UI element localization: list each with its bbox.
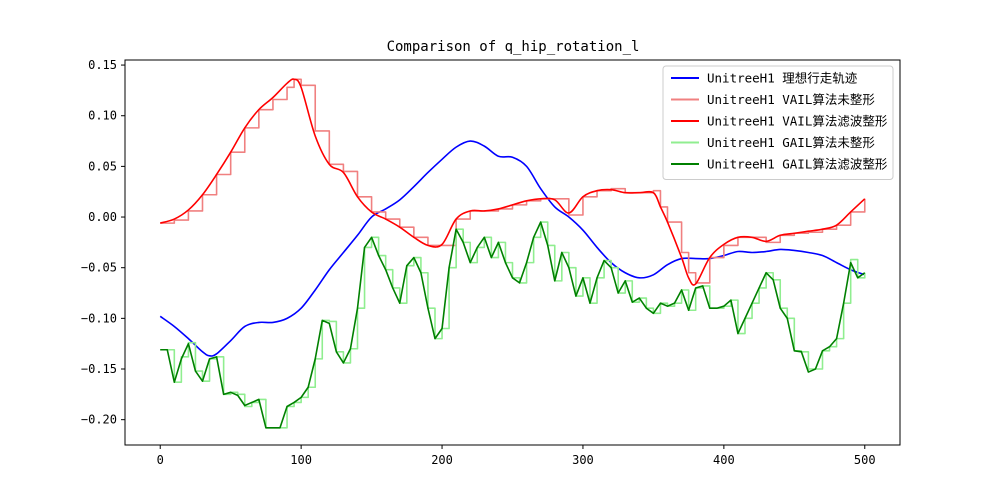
legend-label-3: UnitreeH1 VAIL算法滤波整形 [707, 114, 888, 129]
legend-label-1: UnitreeH1 理想行走轨迹 [707, 71, 858, 86]
legend-box [662, 65, 894, 180]
y-tick-label: −0.15 [81, 362, 117, 376]
y-tick-label: −0.05 [81, 261, 117, 275]
legend-label-5: UnitreeH1 GAIL算法滤波整形 [707, 157, 888, 172]
x-tick-label: 100 [290, 453, 312, 467]
legend: UnitreeH1 理想行走轨迹 UnitreeH1 VAIL算法未整形 Unitr… [662, 65, 894, 180]
x-axis: 0 100 200 300 400 500 [157, 445, 876, 467]
y-tick-label: 0.10 [88, 109, 117, 123]
x-tick-label: 300 [572, 453, 594, 467]
x-tick-label: 0 [157, 453, 164, 467]
y-tick-label: 0.00 [88, 210, 117, 224]
y-tick-label: −0.20 [81, 413, 117, 427]
y-tick-label: 0.05 [88, 159, 117, 173]
plot-area: 0 100 200 300 400 500 0.15 0.10 0.05 0.00 −0.05 −0… [81, 58, 901, 467]
y-axis: 0.15 0.10 0.05 0.00 −0.05 −0.10 −0.15 −0.20 [81, 58, 125, 427]
y-tick-label: −0.10 [81, 311, 117, 325]
series-line-1 [159, 140, 866, 357]
chart-title: Comparison of q_hip_rotation_l [387, 39, 640, 55]
plot-frame [124, 59, 901, 446]
x-tick-label: 500 [854, 453, 876, 467]
legend-label-4: UnitreeH1 GAIL算法未整形 [707, 135, 875, 150]
series-line-3 [160, 78, 866, 286]
legend-label-2: UnitreeH1 VAIL算法未整形 [707, 92, 875, 107]
x-tick-label: 200 [431, 453, 453, 467]
y-tick-label: 0.15 [88, 58, 117, 72]
x-tick-label: 400 [713, 453, 735, 467]
series-line-4 [160, 221, 866, 429]
series-line-5 [160, 221, 866, 429]
series-layer [159, 78, 866, 429]
